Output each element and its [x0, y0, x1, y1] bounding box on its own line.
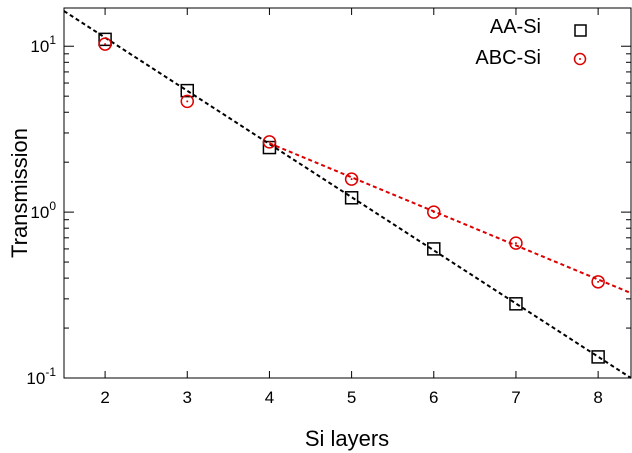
data-point-abc-si-center — [268, 140, 271, 143]
x-tick-label: 8 — [593, 388, 602, 407]
data-point-abc-si — [509, 236, 523, 250]
data-point-aa-si — [427, 242, 441, 256]
fit-lines — [63, 10, 632, 379]
data-point-abc-si — [180, 94, 195, 109]
y-tick-base: 10 — [30, 37, 49, 56]
y-tick-exponent: 0 — [49, 199, 56, 213]
x-tick-label: 6 — [429, 388, 438, 407]
data-point-abc-si-center — [597, 280, 600, 283]
data-point-abc-si-center — [432, 211, 435, 214]
y-tick-base: 10 — [26, 369, 45, 388]
x-tick-label: 2 — [100, 388, 109, 407]
data-point-abc-si — [591, 275, 605, 289]
y-tick-label: 10-1 — [26, 365, 56, 388]
legend-label-aa-si: AA-Si — [490, 16, 541, 38]
legend-label-abc-si: ABC-Si — [475, 47, 541, 69]
x-tick-label: 4 — [265, 388, 274, 407]
x-tick-label: 3 — [183, 388, 192, 407]
x-tick-label: 7 — [511, 388, 520, 407]
data-point-aa-si — [98, 32, 112, 47]
x-tick-label: 5 — [347, 388, 356, 407]
data-point-abc-si — [344, 172, 359, 186]
legend: AA-Si ABC-Si — [475, 16, 587, 69]
y-tick-exponent: -1 — [45, 365, 56, 379]
y-axis-title: Transmission — [7, 128, 32, 258]
data-point-aa-si — [344, 191, 359, 205]
y-tick-label: 101 — [30, 33, 56, 56]
legend-marker-aa-si — [574, 24, 587, 37]
fit-line-abc-si — [269, 142, 632, 295]
legend-marker-abc-si — [573, 52, 587, 66]
data-markers — [98, 32, 605, 364]
data-point-aa-si — [591, 350, 605, 364]
x-tick-labels: 2 3 4 5 6 7 8 — [100, 388, 603, 407]
data-point-abc-si-center — [350, 178, 353, 181]
fit-line-aa-si — [63, 10, 632, 379]
y-tick-base: 10 — [30, 203, 49, 222]
data-point-abc-si — [427, 205, 441, 219]
data-point-aa-si — [180, 83, 195, 98]
data-point-abc-si — [98, 37, 112, 51]
plot-frame — [63, 7, 632, 379]
data-point-abc-si-center — [186, 100, 189, 103]
y-tick-label: 100 — [30, 199, 56, 222]
data-point-abc-si-center — [514, 242, 517, 245]
x-axis-title: Si layers — [305, 426, 389, 451]
axis-ticks — [64, 8, 631, 379]
data-point-abc-si-center — [104, 43, 107, 46]
data-point-abc-si — [262, 135, 277, 149]
data-point-aa-si — [509, 297, 523, 311]
legend-marker-abc-si-dot — [579, 58, 581, 60]
y-tick-exponent: 1 — [49, 33, 56, 47]
